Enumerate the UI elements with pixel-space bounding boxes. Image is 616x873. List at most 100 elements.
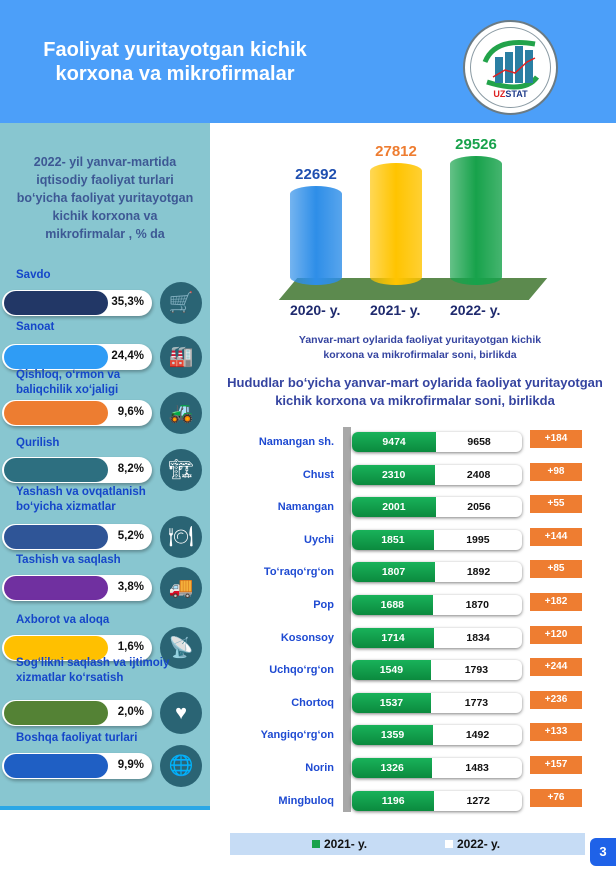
year-bar-value: 29526 <box>455 135 497 153</box>
region-name: Norin <box>305 762 334 774</box>
year-bar <box>290 185 342 285</box>
bar-2022: 1834 <box>466 631 490 644</box>
delivery-truck-icon: 🚚 <box>160 567 202 609</box>
legend-swatch-white <box>445 840 453 848</box>
antenna-tower-icon: 📡 <box>160 627 202 669</box>
difference-badge: +184 <box>530 430 582 448</box>
bar-2022: 1995 <box>466 533 490 546</box>
category-bar: 2,0% <box>2 700 152 726</box>
globe-arrow-icon: 🌐 <box>160 745 202 787</box>
difference-badge: +144 <box>530 527 582 546</box>
difference-badge: +85 <box>530 560 582 579</box>
region-bar: 1537 1773 <box>352 692 522 713</box>
year-bar-value: 22692 <box>295 165 337 183</box>
yearly-3d-bar-chart: 22692 27812 29526 <box>270 136 548 300</box>
category-value: 24,4% <box>111 350 144 362</box>
category-label: Sanoat <box>16 321 55 333</box>
category-label: Qurilish <box>16 437 60 449</box>
shopping-cart-icon: 🛒 <box>160 282 202 324</box>
region-row: Mingbuloq 1196 1272 +76 <box>0 787 616 817</box>
category-value: 8,2% <box>117 463 144 475</box>
difference-badge: +133 <box>530 723 582 742</box>
region-name: Uychi <box>304 533 334 546</box>
difference-badge: +244 <box>530 658 582 677</box>
year-bar <box>450 155 502 285</box>
crane-building-icon: 🏗 <box>160 449 202 491</box>
category-bar: 8,2% <box>2 457 152 483</box>
category-bar: 5,2% <box>2 524 152 550</box>
region-bar: 1807 1892 <box>352 562 522 583</box>
region-name: Namangan sh. <box>258 436 334 448</box>
bar-2022: 1793 <box>464 664 489 677</box>
category-bar: 35,3% <box>2 290 152 316</box>
difference-badge: +157 <box>530 756 582 774</box>
year-bar <box>370 163 422 285</box>
region-bar: 1851 1995 <box>352 529 522 550</box>
category-value: 1,6% <box>117 641 144 653</box>
region-bar: 1688 1870 <box>352 595 522 615</box>
bar-2022: 1272 <box>466 794 490 807</box>
category-label: Axborot va aloqa <box>16 614 110 626</box>
category-bar: 9,9% <box>2 753 152 779</box>
region-bar: 1326 1483 <box>352 758 522 778</box>
category-bar-fill <box>4 701 108 725</box>
difference-badge: +76 <box>530 788 582 807</box>
header-banner: Faoliyat yuritayotgan kichik korxona va … <box>0 0 616 123</box>
category-label: Boshqa faoliyat turlari <box>16 732 138 744</box>
legend-2022: 2022- y. <box>445 837 500 851</box>
region-name: Kosonsoy <box>280 631 334 644</box>
region-name: Namangan <box>277 501 334 514</box>
difference-badge: +98 <box>530 462 582 481</box>
year-label: 2022- y. <box>450 302 501 318</box>
uzstat-logo: UZSTAT <box>463 20 558 115</box>
category-label: Qishloq, o‘rmon va baliqchilik xo‘jaligi <box>16 369 121 396</box>
region-row: To‘raqo‘rg‘on 1807 1892 +85 <box>0 558 616 588</box>
category-value: 5,2% <box>117 530 144 542</box>
region-bar: 1714 1834 <box>352 627 522 648</box>
category-bar-fill <box>4 458 108 482</box>
bar-2021: 1688 <box>352 595 433 615</box>
page-number: 3 <box>590 838 616 866</box>
difference-badge: +120 <box>530 625 582 644</box>
bar-2021: 1537 <box>352 692 431 713</box>
bar-2021: 1851 <box>352 529 434 550</box>
heart-medical-icon: ♥ <box>160 692 202 734</box>
bar-2022: 1483 <box>465 762 489 774</box>
category-value: 2,0% <box>117 706 144 718</box>
region-name: Yangiqo‘rg‘on <box>260 729 334 742</box>
category-value: 9,9% <box>117 759 144 771</box>
bar-2022: 2408 <box>466 468 491 481</box>
region-name: Mingbuloq <box>278 794 334 807</box>
category-bar-fill <box>4 345 108 369</box>
category-value: 9,6% <box>117 406 144 418</box>
region-bar: 9474 9658 <box>352 432 522 452</box>
bar-2021: 9474 <box>352 432 437 452</box>
region-row: Pop 1688 1870 +182 <box>0 591 616 621</box>
bar-2021: 2310 <box>352 464 436 485</box>
category-bar-fill <box>4 576 108 600</box>
region-bar: 2001 2056 <box>352 497 522 518</box>
region-bar: 1549 1793 <box>352 660 522 681</box>
region-name: Chust <box>302 468 334 481</box>
legend-2021: 2021- y. <box>312 837 367 851</box>
bar-2021: 1549 <box>352 660 431 681</box>
difference-badge: +55 <box>530 495 582 514</box>
year-label: 2020- y. <box>290 302 341 318</box>
region-bar: 2310 2408 <box>352 464 522 485</box>
region-bar: 1196 1272 <box>352 790 522 811</box>
activity-share-panel: 2022- yil yanvar-martida iqtisodiy faoli… <box>0 123 210 810</box>
bar-2021: 2001 <box>352 497 436 518</box>
category-bar: 9,6% <box>2 400 152 426</box>
difference-badge: +182 <box>530 593 582 611</box>
bar-2021: 1196 <box>352 790 435 811</box>
region-name: Chortoq <box>291 696 334 709</box>
region-row: Namangan 2001 2056 +55 <box>0 493 616 523</box>
category-bar: 24,4% <box>2 344 152 370</box>
region-name: To‘raqo‘rg‘on <box>263 566 334 579</box>
region-row: Norin 1326 1483 +157 <box>0 754 616 784</box>
difference-badge: +236 <box>530 690 582 709</box>
page-title: Faoliyat yuritayotgan kichik korxona va … <box>43 39 307 85</box>
year-bar-value: 27812 <box>375 143 417 161</box>
region-row: Yangiqo‘rg‘on 1359 1492 +133 <box>0 721 616 751</box>
chart-axis <box>343 427 351 812</box>
